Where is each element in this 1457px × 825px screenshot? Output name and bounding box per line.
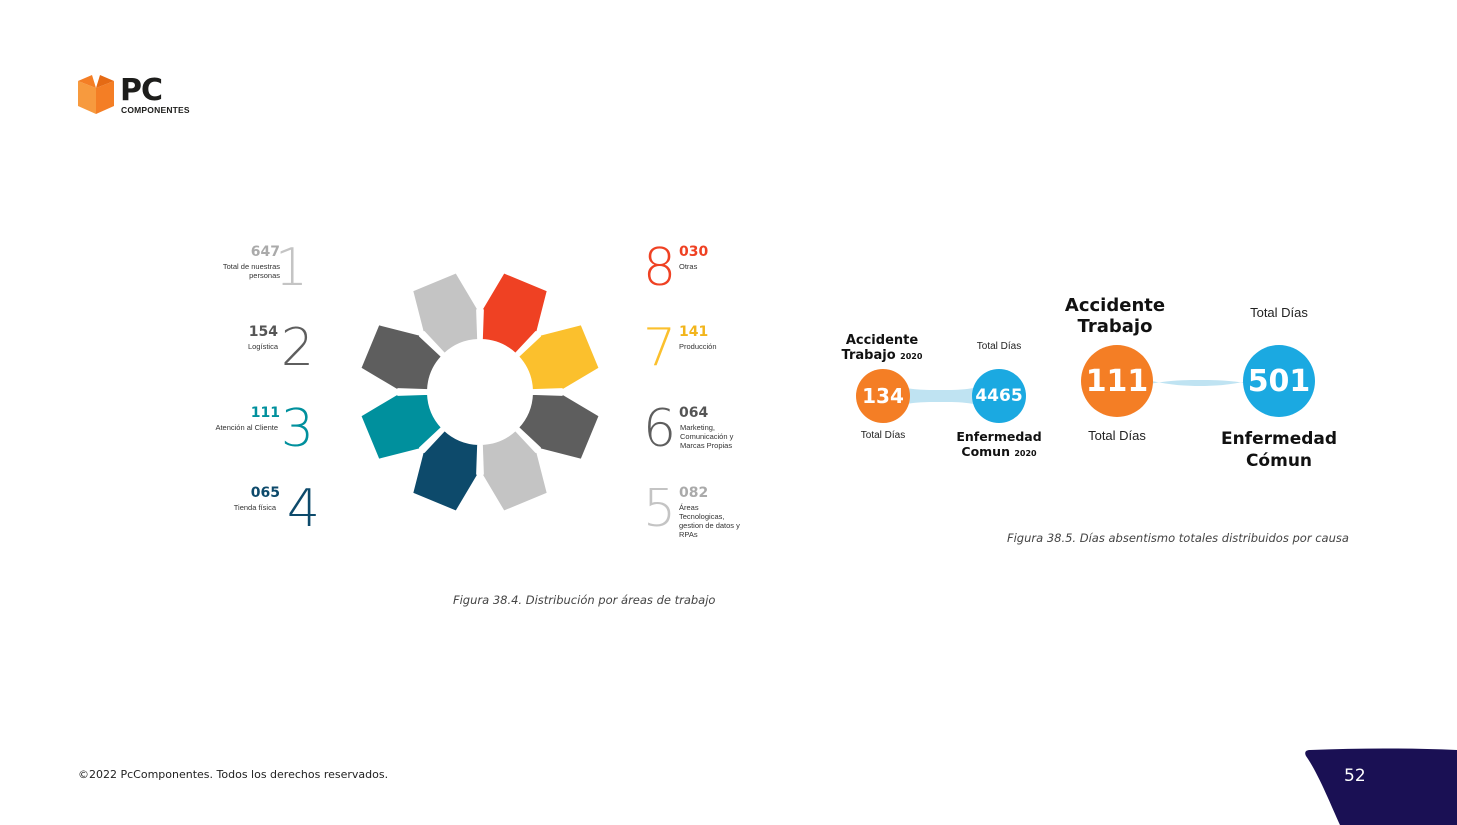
area-label: Producción xyxy=(679,342,717,351)
page-number-tab: 52 xyxy=(1300,748,1457,825)
accidente-circle: 111 xyxy=(1081,345,1153,417)
area-item-3: 111 Atención al Cliente 3 xyxy=(200,399,314,459)
area-count: 065 xyxy=(250,485,280,501)
gear-segment-8 xyxy=(480,271,549,355)
connector-current xyxy=(1118,370,1280,394)
area-count: 647 xyxy=(250,244,280,260)
gear-segment-1 xyxy=(411,271,480,355)
page-tab-shape xyxy=(1305,748,1457,825)
area-label: Áreas Tecnologicas, gestion de datos y R… xyxy=(679,503,740,539)
enfermedad-2020-title: Enfermedad Comun 2020 xyxy=(956,429,1042,459)
area-number: 8 xyxy=(643,238,677,298)
accidente-2020-circle: 134 xyxy=(856,369,910,423)
enfermedad-2020-top: Total Días xyxy=(976,341,1022,352)
accidente-2020-sub: Total Días xyxy=(860,430,906,441)
area-count: 141 xyxy=(679,324,709,340)
area-number: 2 xyxy=(280,318,314,378)
footer-copyright: ©2022 PcComponentes. Todos los derechos … xyxy=(78,768,389,781)
area-item-5: 5 082 Áreas Tecnologicas, gestion de dat… xyxy=(643,479,753,539)
area-label: Tienda física xyxy=(233,503,276,512)
area-number: 1 xyxy=(274,238,308,298)
enfermedad-title: Enfermedad Cómun xyxy=(1220,429,1338,471)
area-number: 6 xyxy=(643,399,677,459)
connector-2020 xyxy=(882,380,1000,412)
areas-gear-diagram xyxy=(359,271,601,513)
logo-sub-text: COMPONENTES xyxy=(121,105,190,115)
area-number: 5 xyxy=(643,479,677,539)
area-number: 4 xyxy=(286,479,320,539)
enfermedad-top: Total Días xyxy=(1250,305,1308,320)
figure-38-4-caption: Figura 38.4. Distribución por áreas de t… xyxy=(453,593,716,607)
accidente-sub: Total Días xyxy=(1088,428,1146,443)
pc-componentes-logo: PC COMPONENTES xyxy=(76,74,206,118)
connector-bands xyxy=(882,370,1280,412)
area-item-7: 7 141 Producción xyxy=(643,318,753,378)
area-label: Marketing, Comunicación y Marcas Propias xyxy=(680,423,734,450)
area-label: Otras xyxy=(679,262,698,271)
enfermedad-2020-value: 4465 xyxy=(975,386,1023,406)
accidente-title: Accidente Trabajo xyxy=(1064,295,1166,337)
gear-segment-2 xyxy=(359,323,443,392)
area-label: Atención al Cliente xyxy=(215,423,278,432)
area-item-8: 8 030 Otras xyxy=(643,238,753,298)
page-number: 52 xyxy=(1344,766,1366,786)
area-count: 111 xyxy=(250,405,280,421)
gear-segment-4 xyxy=(411,429,480,513)
area-item-2: 154 Logística 2 xyxy=(210,318,314,378)
accidente-value: 111 xyxy=(1085,363,1149,399)
area-count: 154 xyxy=(248,324,278,340)
area-item-4: 065 Tienda física 4 xyxy=(210,479,320,539)
enfermedad-2020-circle: 4465 xyxy=(972,369,1026,423)
area-label: Total de nuestras personas xyxy=(222,262,280,280)
logo-box-icon xyxy=(78,75,114,114)
area-count: 082 xyxy=(679,485,709,501)
figure-38-5-caption: Figura 38.5. Días absentismo totales dis… xyxy=(1007,531,1349,545)
area-number: 7 xyxy=(643,318,677,378)
enfermedad-value: 501 xyxy=(1247,363,1311,399)
gear-segment-5 xyxy=(480,429,549,513)
area-label: Logística xyxy=(247,342,278,351)
enfermedad-circle: 501 xyxy=(1243,345,1315,417)
gear-segment-6 xyxy=(517,392,601,461)
accidente-2020-value: 134 xyxy=(862,384,904,408)
area-number: 3 xyxy=(280,399,314,459)
area-count: 030 xyxy=(679,244,709,260)
logo-brand-text: PC xyxy=(120,73,163,108)
gear-segment-7 xyxy=(517,323,601,392)
area-item-1: 647 Total de nuestras personas 1 xyxy=(210,238,310,298)
accidente-2020-title: Accidente Trabajo 2020 xyxy=(841,333,923,363)
gear-segment-3 xyxy=(359,392,443,461)
area-item-6: 6 064 Marketing, Comunicación y Marcas P… xyxy=(643,399,753,459)
area-count: 064 xyxy=(679,405,709,421)
